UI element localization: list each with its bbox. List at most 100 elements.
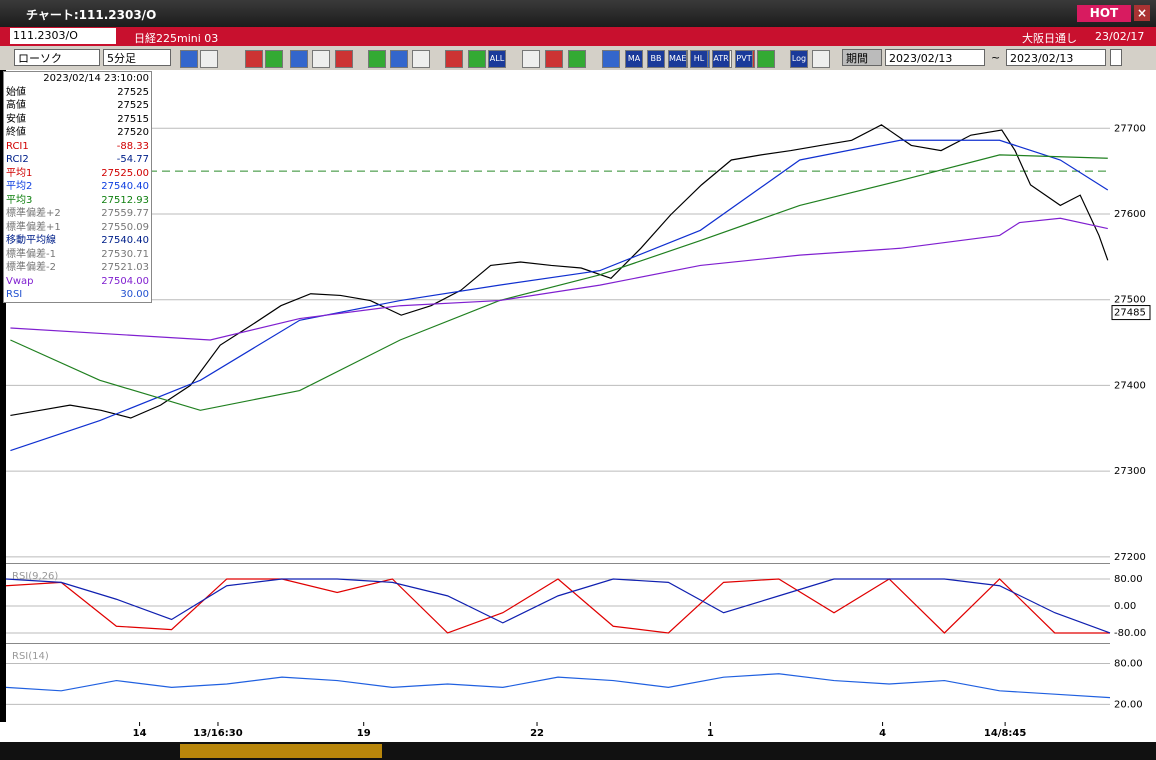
- style-select[interactable]: ローソク: [14, 49, 100, 66]
- panel-title: RSI(14): [12, 651, 49, 662]
- x-tick-label: 14/8:45: [984, 728, 1026, 739]
- info-value: 27525.00: [101, 167, 149, 179]
- info-row: 標準偏差+2 27559.77: [4, 207, 151, 221]
- y-tick-label: 27400: [1114, 380, 1146, 391]
- tool-icon[interactable]: [468, 50, 486, 68]
- info-value: 27550.09: [101, 221, 149, 233]
- plot-bg: [6, 70, 1110, 722]
- tool-button[interactable]: Log: [790, 50, 808, 68]
- series-line: [5, 578, 1111, 634]
- y-tick-label: -80.00: [1114, 628, 1146, 639]
- info-label: 平均2: [6, 181, 33, 192]
- axis-bg: [1110, 70, 1156, 742]
- scrollbar[interactable]: [0, 742, 1156, 760]
- info-label: 平均3: [6, 194, 33, 206]
- tool-button[interactable]: PVT: [735, 50, 753, 68]
- tool-icon[interactable]: [335, 50, 353, 68]
- info-value: 27525: [117, 100, 149, 111]
- tool-icon[interactable]: [445, 50, 463, 68]
- from-date[interactable]: 2023/02/13: [885, 49, 985, 66]
- info-panel: 2023/02/14 23:10:00 始値 27525 高値 27525 安値 2751…: [3, 71, 152, 303]
- tool-icon[interactable]: [568, 50, 586, 68]
- x-tick-label: 22: [530, 728, 544, 739]
- symbol-select[interactable]: 111.2303/O: [10, 28, 116, 44]
- info-value: 27521.03: [101, 262, 149, 273]
- tool-icon[interactable]: [265, 50, 283, 68]
- tool-icon[interactable]: [412, 50, 430, 68]
- tool-icon[interactable]: [757, 50, 775, 68]
- series-line: [5, 673, 1111, 699]
- tool-button[interactable]: ALL: [488, 50, 506, 68]
- info-row: 始値 27525: [4, 86, 151, 100]
- price-tag-box: [1111, 305, 1151, 321]
- y-tick-label: 27600: [1114, 209, 1146, 220]
- tool-icon[interactable]: [522, 50, 540, 68]
- period-button[interactable]: 期間: [842, 49, 882, 66]
- info-label: 標準偏差+2: [6, 208, 61, 219]
- info-label: RCI2: [6, 154, 29, 165]
- tool-icon[interactable]: [312, 50, 330, 68]
- tool-button[interactable]: HL: [690, 50, 708, 68]
- tool-icon[interactable]: [290, 50, 308, 68]
- tool-icon[interactable]: [200, 50, 218, 68]
- y-tick-label: 27200: [1114, 552, 1146, 563]
- x-tick-label: 13/16:30: [193, 728, 242, 739]
- tool-icon[interactable]: [245, 50, 263, 68]
- tool-button[interactable]: ATR: [712, 50, 730, 68]
- x-tick-label: 1: [707, 728, 714, 739]
- interval-select[interactable]: 5分足: [103, 49, 171, 66]
- info-label: RSI: [6, 289, 23, 300]
- tool-button[interactable]: MAE: [668, 50, 688, 68]
- info-value: 27540.40: [101, 235, 149, 246]
- x-tick-label: 19: [357, 728, 371, 739]
- tool-icon[interactable]: [545, 50, 563, 68]
- info-row: 平均2 27540.40: [4, 180, 151, 194]
- info-row: Vwap 27504.00: [4, 275, 151, 289]
- info-value: 27512.93: [101, 194, 149, 206]
- tool-icon[interactable]: [390, 50, 408, 68]
- title-bar: チャート:111.2303/O HOT ×: [0, 0, 1156, 27]
- info-value: 27559.77: [101, 208, 149, 219]
- toolbar: ローソク 5分足 期間 2023/02/13 ~ 2023/02/13 ALL M…: [0, 46, 1156, 70]
- info-row: 終値 27520: [4, 126, 151, 140]
- info-value: 27504.00: [101, 275, 149, 287]
- y-tick-label: 80.00: [1114, 659, 1143, 670]
- info-row: RCI2 -54.77: [4, 153, 151, 167]
- y-tick-label: 27700: [1114, 123, 1146, 134]
- y-tick-label: 0.00: [1114, 601, 1136, 612]
- scroll-thumb[interactable]: [180, 744, 382, 758]
- info-row: 標準偏差-2 27521.03: [4, 261, 151, 275]
- info-value: -54.77: [116, 154, 149, 165]
- info-label: 平均1: [6, 167, 33, 179]
- panel-title: RSI(9,26): [12, 571, 58, 582]
- session-date: 23/02/17: [1095, 30, 1145, 43]
- hot-button[interactable]: HOT: [1077, 5, 1131, 22]
- series-line: [5, 578, 1110, 634]
- info-value: 27515: [117, 113, 149, 125]
- info-value: 27525: [117, 86, 149, 98]
- y-tick-label: 80.00: [1114, 574, 1143, 585]
- tool-icon[interactable]: [602, 50, 620, 68]
- tool-icon[interactable]: [180, 50, 198, 68]
- x-tick-label: 4: [879, 728, 886, 739]
- series-line: [10, 154, 1108, 411]
- info-row: 高値 27525: [4, 99, 151, 113]
- info-value: 27540.40: [101, 181, 149, 192]
- tool-icon[interactable]: [812, 50, 830, 68]
- checkbox[interactable]: [1110, 49, 1122, 66]
- session: 大阪日通し: [1022, 32, 1077, 45]
- to-date[interactable]: 2023/02/13: [1006, 49, 1106, 66]
- close-button[interactable]: ×: [1134, 5, 1150, 21]
- info-row: 標準偏差-1 27530.71: [4, 248, 151, 262]
- info-value: 27530.71: [101, 248, 149, 260]
- y-tick-label: 27300: [1114, 466, 1146, 477]
- tool-icon[interactable]: [368, 50, 386, 68]
- info-row: 平均3 27512.93: [4, 194, 151, 208]
- tool-button[interactable]: MA: [625, 50, 643, 68]
- tool-button[interactable]: BB: [647, 50, 665, 68]
- window-title: チャート:111.2303/O: [26, 8, 157, 22]
- info-row: RCI1 -88.33: [4, 140, 151, 154]
- price-tag: 27485: [1114, 308, 1146, 319]
